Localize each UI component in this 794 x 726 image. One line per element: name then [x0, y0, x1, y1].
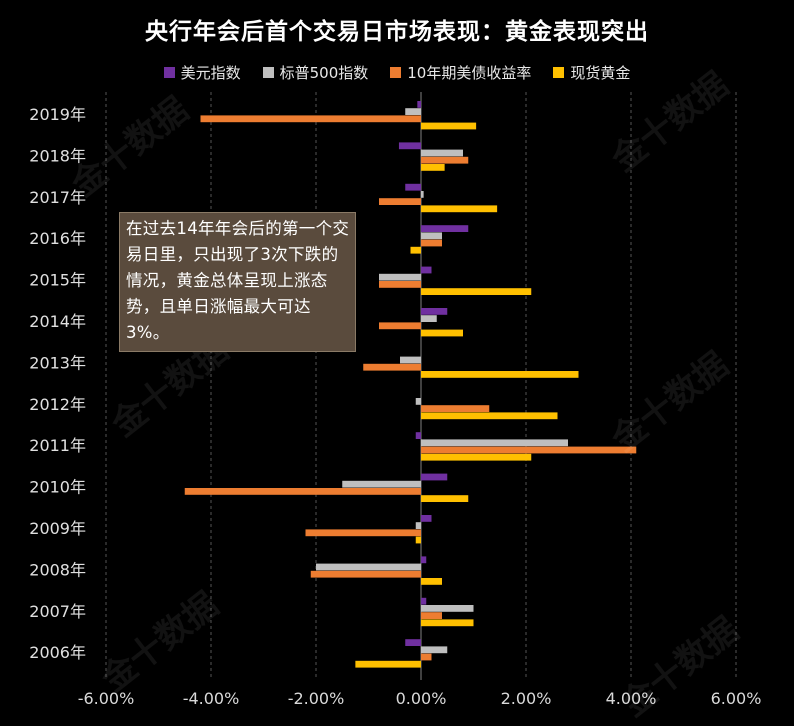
x-tick-label: 2.00%: [501, 689, 552, 708]
bar: [411, 247, 422, 254]
bar: [416, 522, 421, 529]
bar: [421, 371, 579, 378]
y-category-label: 2010年: [29, 478, 86, 497]
bar: [421, 515, 432, 522]
bar: [379, 198, 421, 205]
bar: [421, 240, 442, 247]
y-category-label: 2012年: [29, 395, 86, 414]
y-category-label: 2019年: [29, 105, 86, 124]
bar: [421, 578, 442, 585]
y-category-label: 2015年: [29, 271, 86, 290]
y-category-label: 2008年: [29, 560, 86, 579]
bar: [416, 432, 421, 439]
bar: [400, 357, 421, 364]
bar: [421, 412, 558, 419]
y-category-label: 2011年: [29, 436, 86, 455]
bar: [421, 439, 568, 446]
y-category-label: 2009年: [29, 519, 86, 538]
bar: [421, 157, 468, 164]
bar: [405, 639, 421, 646]
bar: [421, 150, 463, 157]
bar: [363, 364, 421, 371]
bar: [421, 556, 426, 563]
bar: [342, 481, 421, 488]
bar: [416, 537, 421, 544]
bar: [421, 164, 445, 171]
bar: [185, 488, 421, 495]
bar: [311, 571, 421, 578]
bar: [421, 654, 432, 661]
bar: [421, 315, 437, 322]
y-category-label: 2014年: [29, 312, 86, 331]
bar: [421, 205, 497, 212]
y-category-label: 2016年: [29, 229, 86, 248]
annotation-box: 在过去14年年会后的第一个交易日里，只出现了3次下跌的情况，黄金总体呈现上涨态势…: [119, 212, 356, 352]
bar: [421, 288, 531, 295]
bar: [421, 619, 474, 626]
x-tick-label: 0.00%: [396, 689, 447, 708]
y-category-label: 2007年: [29, 602, 86, 621]
bar: [421, 447, 636, 454]
bar: [421, 605, 474, 612]
bar: [421, 454, 531, 461]
bar: [421, 495, 468, 502]
bar: [421, 598, 426, 605]
bar: [399, 142, 421, 149]
y-category-label: 2013年: [29, 353, 86, 372]
bar: [421, 612, 442, 619]
bar: [379, 274, 421, 281]
bar: [306, 529, 422, 536]
x-tick-label: -2.00%: [288, 689, 345, 708]
bar: [421, 267, 432, 274]
bar: [421, 308, 447, 315]
bar: [421, 330, 463, 337]
bar: [379, 322, 421, 329]
bar: [421, 405, 489, 412]
bar: [421, 474, 447, 481]
x-tick-label: -4.00%: [183, 689, 240, 708]
y-category-label: 2006年: [29, 643, 86, 662]
bar: [421, 191, 424, 198]
bar: [405, 108, 421, 115]
bar: [379, 281, 421, 288]
bar: [421, 646, 447, 653]
bar: [355, 661, 421, 668]
bar: [421, 232, 442, 239]
bar: [421, 225, 468, 232]
bar: [201, 115, 422, 122]
bar: [316, 564, 421, 571]
bar: [417, 101, 421, 108]
bar: [416, 398, 421, 405]
bar: [405, 184, 421, 191]
bar: [421, 123, 476, 130]
x-tick-label: 6.00%: [711, 689, 762, 708]
